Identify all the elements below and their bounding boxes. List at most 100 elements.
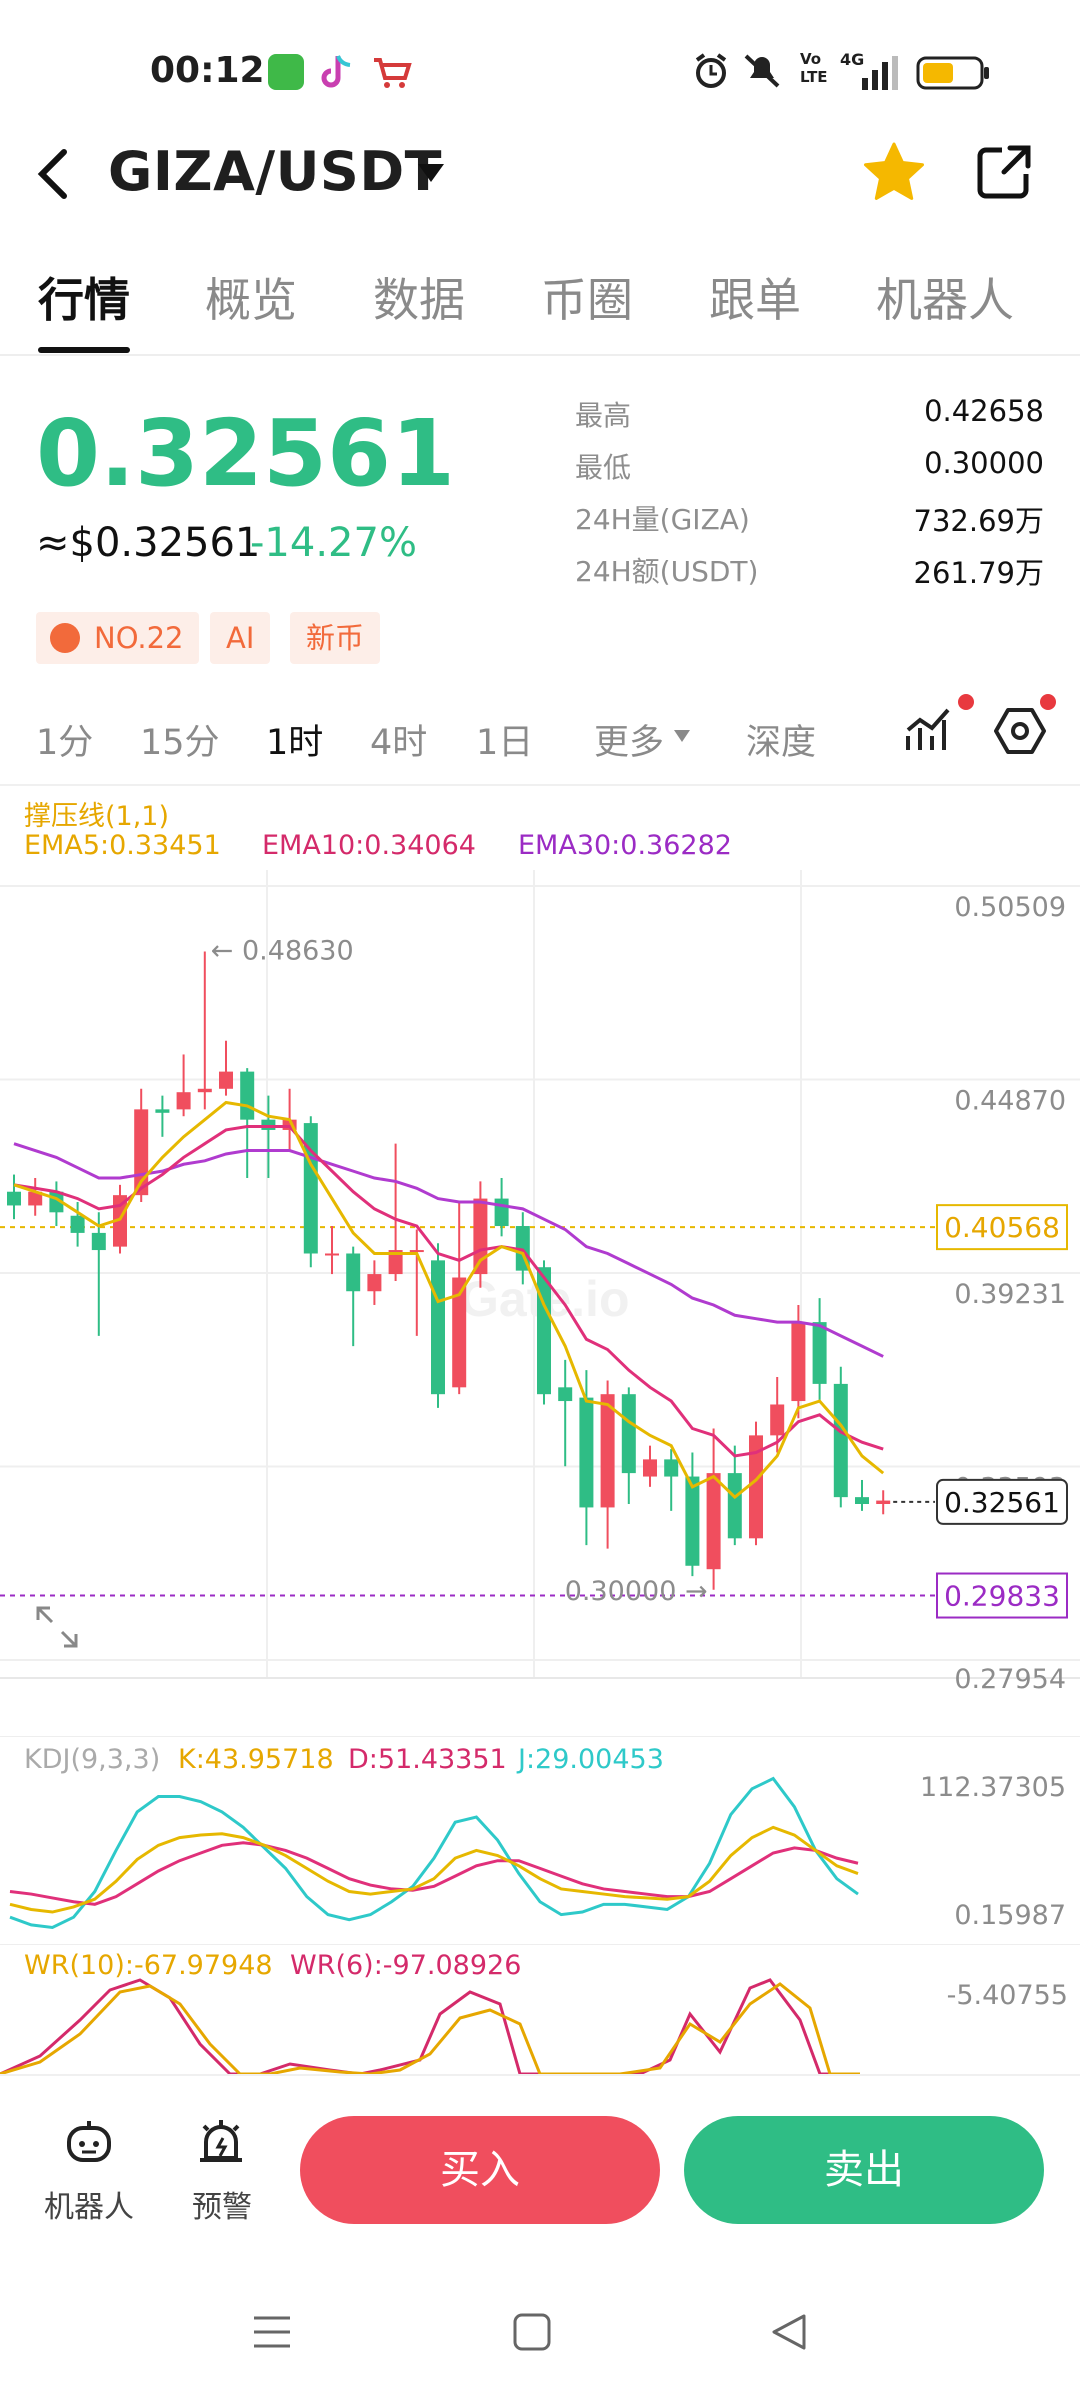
candle-body (325, 1253, 339, 1256)
kdj-chart[interactable]: 112.37305 0.15987 (0, 1736, 1080, 1940)
change-percent: -14.27% (250, 520, 417, 566)
more-dropdown-icon (674, 730, 690, 742)
interval-15m[interactable]: 15分 (140, 723, 220, 763)
kdj-k-value: K:43.95718 (178, 1744, 334, 1775)
favorite-star-icon[interactable] (862, 140, 926, 204)
robot-label[interactable]: 机器人 (44, 2190, 134, 2225)
interval-1h[interactable]: 1时 (266, 723, 324, 763)
cart-icon (374, 58, 412, 88)
candle-body (727, 1473, 742, 1539)
kdj-j-value: J:29.00453 (518, 1744, 664, 1775)
rank-tag[interactable]: NO.22 (36, 612, 200, 664)
y-tick-label: 0.50509 (954, 892, 1066, 923)
interval-1m[interactable]: 1分 (36, 723, 94, 763)
stat-value-volume: 732.69万 (913, 504, 1044, 538)
fullscreen-icon[interactable] (36, 1606, 78, 1648)
y-tick-label: 0.27954 (954, 1664, 1066, 1692)
candle-body (346, 1253, 361, 1292)
pair-dropdown-icon[interactable] (416, 160, 446, 186)
candle-body (876, 1500, 891, 1504)
candle-body (749, 1435, 763, 1539)
tab-overview[interactable]: 概览 (205, 273, 297, 327)
wechat-icon (268, 54, 304, 90)
alert-label[interactable]: 预警 (192, 2190, 252, 2225)
tab-copy-trade[interactable]: 跟单 (709, 273, 801, 327)
candle-body (282, 1119, 297, 1130)
x-tick-label: 08:00 (8, 1691, 86, 1692)
k-line (9, 1825, 859, 1914)
tab-divider (0, 354, 1080, 356)
x-tick-label: 06-10 21:00 (718, 1691, 883, 1692)
stat-value-turnover: 261.79万 (913, 556, 1044, 590)
kdj-top-label: 112.37305 (920, 1772, 1066, 1803)
candle-body (303, 1123, 318, 1254)
interval-4h[interactable]: 4时 (370, 723, 428, 763)
candle-body (155, 1109, 170, 1113)
high-annotation: ← 0.48630 (211, 936, 354, 967)
interval-1d[interactable]: 1日 (476, 723, 534, 763)
back-nav-icon[interactable] (770, 2312, 808, 2352)
pair-title[interactable]: GIZA/USDT (108, 140, 442, 203)
usd-price: ≈$0.32561 (36, 520, 261, 566)
candle-body (558, 1387, 573, 1402)
candle-body (176, 1092, 191, 1110)
last-price: 0.32561 (36, 400, 456, 507)
ema10-line (13, 1125, 884, 1458)
candle-body (833, 1383, 848, 1498)
tab-market[interactable]: 行情 (38, 273, 130, 327)
ai-tag[interactable]: AI (210, 612, 271, 664)
sell-button[interactable]: 卖出 (684, 2116, 1044, 2224)
back-arrow-icon[interactable] (34, 146, 74, 202)
home-nav-icon[interactable] (512, 2312, 552, 2352)
candle-body (791, 1322, 806, 1402)
chart-settings-icon[interactable] (994, 706, 1046, 756)
menu-nav-icon[interactable] (252, 2314, 292, 2350)
candle-body (600, 1394, 615, 1508)
new-coin-tag[interactable]: 新币 (290, 612, 381, 664)
rank-tag-label: NO.22 (94, 621, 184, 655)
support-tag (936, 1572, 1068, 1619)
indicator-chart-icon[interactable] (904, 706, 954, 756)
candle-body (197, 1088, 212, 1093)
candle-body (473, 1198, 488, 1275)
candlestick-chart[interactable]: Gate.io0.505090.448700.392310.335930.279… (0, 870, 1080, 1692)
alert-icon[interactable] (196, 2116, 246, 2166)
stat-value-low: 0.30000 (924, 446, 1044, 480)
robot-icon[interactable] (64, 2118, 114, 2166)
kdj-label: KDJ(9,3,3) (24, 1744, 161, 1775)
tiktok-icon (321, 55, 351, 88)
current-price-tag (936, 1478, 1068, 1525)
candle-body (219, 1071, 233, 1089)
alarm-icon (695, 53, 727, 88)
stat-label-turnover: 24H额(USDT) (575, 555, 759, 588)
signal-4g-icon (862, 56, 898, 90)
ema5-label: EMA5:0.33451 (24, 830, 221, 861)
tab-robot[interactable]: 机器人 (876, 273, 1014, 327)
candle-body (685, 1476, 700, 1566)
ema10-label: EMA10:0.34064 (262, 830, 476, 861)
buy-button[interactable]: 买入 (300, 2116, 660, 2224)
candle-body (706, 1473, 721, 1570)
share-icon[interactable] (974, 142, 1034, 202)
interval-more[interactable]: 更多 (594, 723, 665, 763)
candle-body (855, 1497, 869, 1504)
candle-body (409, 1250, 424, 1253)
wr-top-label: -5.40755 (946, 1980, 1068, 2011)
candle-body (113, 1195, 127, 1247)
x-tick-label: 06-09 20:00 (182, 1691, 347, 1692)
candle-body (70, 1215, 85, 1233)
stat-value-high: 0.42658 (924, 394, 1044, 428)
candle-body (367, 1274, 382, 1292)
candle-body (240, 1071, 255, 1120)
candle-body (494, 1198, 509, 1227)
ema30-line (13, 1142, 884, 1358)
ema30-label: EMA30:0.36282 (518, 830, 732, 861)
status-time: 00:12 (150, 50, 265, 91)
resistance-value: 0.40568 (944, 1211, 1060, 1244)
tab-community[interactable]: 币圈 (541, 273, 633, 327)
settings-notification-dot (1040, 694, 1056, 710)
interval-depth[interactable]: 深度 (746, 723, 817, 763)
tab-underline (38, 347, 130, 353)
tab-data[interactable]: 数据 (373, 273, 465, 327)
interval-divider (0, 784, 1080, 786)
